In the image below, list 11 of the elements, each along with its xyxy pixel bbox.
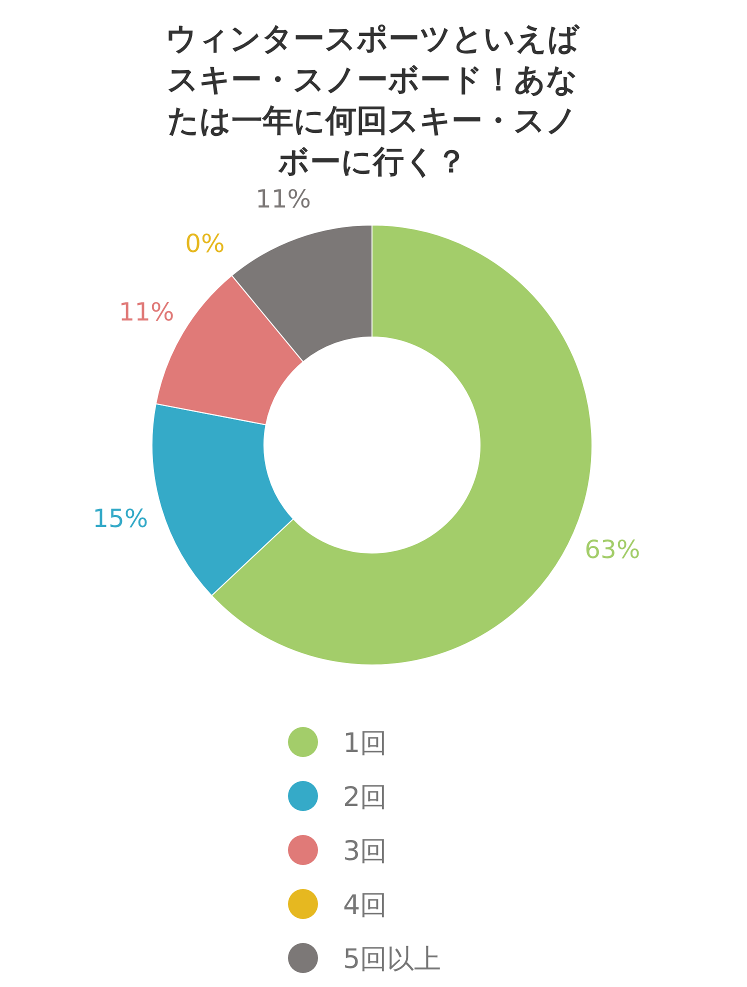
legend-label: 3回	[343, 836, 388, 867]
data-label: 11%	[255, 184, 312, 214]
legend-label: 4回	[343, 890, 388, 921]
data-label: 11%	[118, 298, 174, 327]
legend-label: 5回以上	[343, 944, 442, 975]
data-label: 63%	[584, 535, 640, 564]
text: 0%	[185, 229, 225, 258]
data-label: 15%	[92, 504, 148, 534]
legend-label: 1回	[343, 728, 388, 759]
chart-title: ウィンタースポーツといえばスキー・スノーボード！あなたは一年に何回スキー・スノボーに行く？	[165, 20, 580, 182]
legend-label: 2回	[343, 782, 388, 813]
